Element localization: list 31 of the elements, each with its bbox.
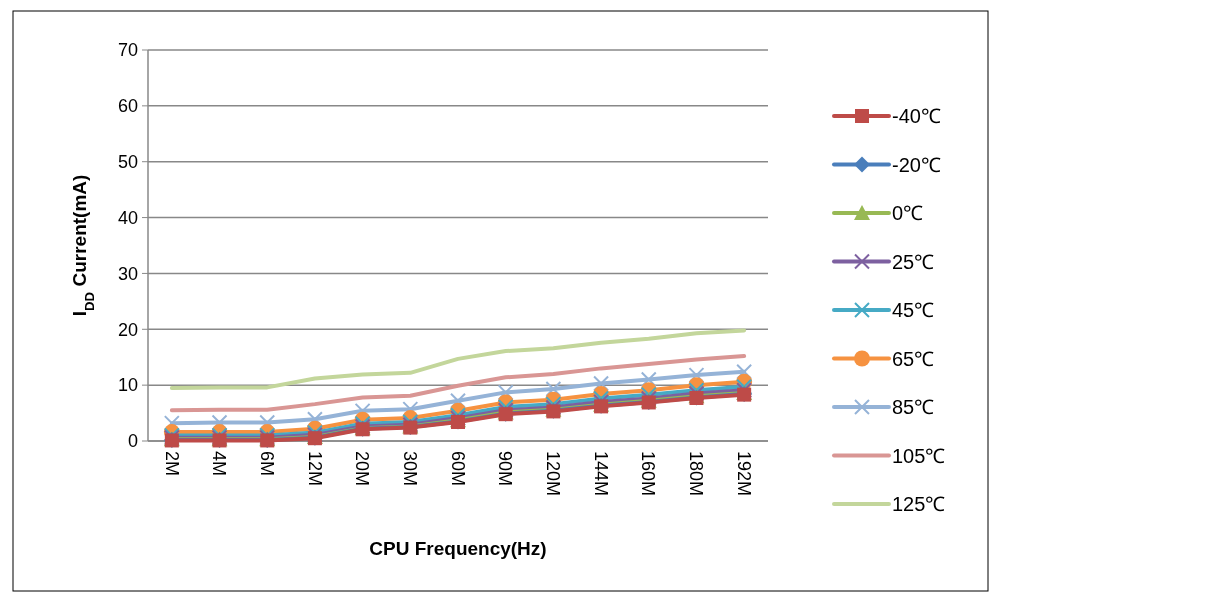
x-tick-label: 6M	[256, 451, 277, 477]
x-tick-label: 160M	[638, 451, 659, 497]
x-tick-label: 180M	[686, 451, 707, 497]
x-tick-label: 90M	[495, 451, 516, 487]
x-tick-label: 120M	[543, 451, 564, 497]
x-tick-label: 20M	[352, 451, 373, 487]
legend-label: 105℃	[892, 444, 946, 467]
y-tick-label: 50	[117, 152, 138, 173]
legend-label: 65℃	[892, 347, 935, 370]
x-tick-label: 2M	[161, 451, 182, 477]
y-tick-label: 60	[117, 96, 138, 117]
x-axis-title: CPU Frequency(Hz)	[369, 538, 547, 559]
y-tick-label: 10	[117, 375, 138, 396]
y-tick-label: 0	[127, 431, 138, 452]
legend-label: 85℃	[892, 396, 935, 418]
x-tick-label: 30M	[400, 451, 421, 487]
legend-label: 25℃	[892, 250, 935, 273]
x-tick-label: 192M	[733, 451, 754, 497]
x-tick-label: 144M	[590, 451, 611, 497]
y-tick-label: 70	[117, 40, 138, 61]
legend-label: 0℃	[892, 202, 924, 224]
y-tick-label: 40	[117, 207, 138, 228]
x-tick-label: 60M	[447, 451, 468, 487]
legend-label: -40℃	[892, 105, 941, 127]
y-tick-label: 20	[117, 319, 138, 340]
y-tick-label: 30	[117, 263, 138, 284]
x-tick-label: 12M	[304, 451, 325, 487]
legend-label: 45℃	[892, 299, 935, 321]
x-tick-label: 4M	[209, 451, 230, 477]
legend-label: 125℃	[892, 493, 946, 515]
legend-label: -20℃	[892, 153, 941, 176]
